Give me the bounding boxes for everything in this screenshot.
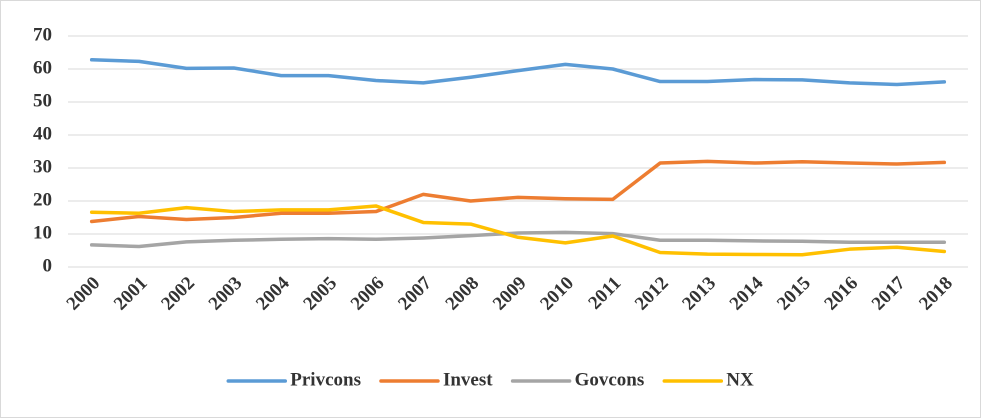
series-line: [89, 204, 947, 257]
series-line: [89, 230, 947, 249]
y-tick-label: 0: [43, 255, 53, 276]
y-tick-label: 20: [33, 189, 52, 210]
legend-label: NX: [726, 369, 754, 390]
series-line: [89, 159, 947, 224]
y-tick-label: 10: [33, 222, 52, 243]
series-line: [89, 58, 947, 87]
y-tick-label: 60: [33, 57, 52, 78]
legend-label: Govcons: [575, 369, 645, 390]
legend-label: Invest: [443, 369, 493, 390]
y-tick-label: 30: [33, 156, 52, 177]
y-tick-label: 50: [33, 90, 52, 111]
y-tick-label: 70: [33, 24, 52, 45]
legend-label: Privcons: [290, 369, 361, 390]
y-tick-label: 40: [33, 123, 52, 144]
